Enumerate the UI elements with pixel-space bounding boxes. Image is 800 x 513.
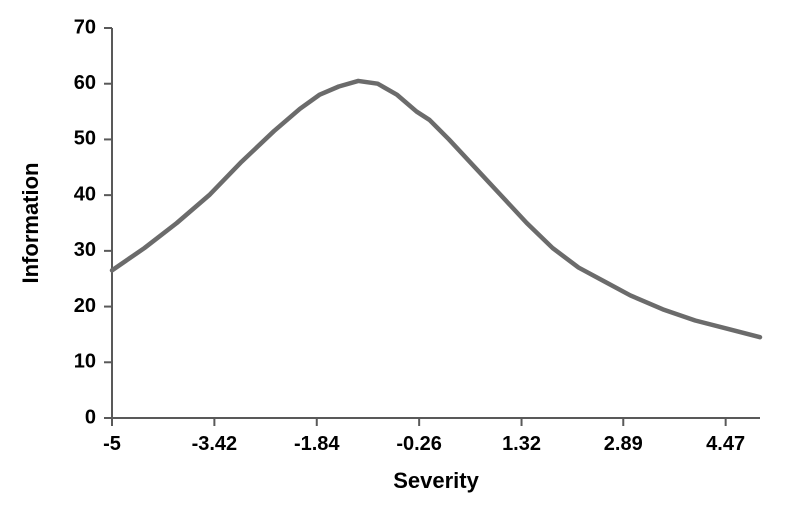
x-tick-label: 2.89 xyxy=(604,433,643,455)
y-tick-label: 10 xyxy=(74,351,96,373)
x-tick-label: -5 xyxy=(103,433,121,455)
y-tick-label: 20 xyxy=(74,295,96,317)
chart-svg: 0 10 20 30 40 50 60 70 -5 -3.42 -1.84 -0.26 1.32 2.89… xyxy=(0,0,800,513)
y-tick-label: 60 xyxy=(74,72,96,94)
y-tick-label: 70 xyxy=(74,16,96,38)
x-tick-label: -1.84 xyxy=(294,433,340,455)
y-tick-label: 0 xyxy=(85,406,96,428)
y-tick-label: 40 xyxy=(74,183,96,205)
y-axis-label: Information xyxy=(18,163,43,284)
x-axis-label: Severity xyxy=(393,468,479,493)
y-tick-label: 50 xyxy=(74,128,96,150)
x-tick-label: 1.32 xyxy=(502,433,541,455)
y-tick-label: 30 xyxy=(74,239,96,261)
x-tick-label: -0.26 xyxy=(396,433,442,455)
x-tick-label: 4.47 xyxy=(706,433,745,455)
information-chart: 0 10 20 30 40 50 60 70 -5 -3.42 -1.84 -0.26 1.32 2.89… xyxy=(0,0,800,513)
x-tick-label: -3.42 xyxy=(192,433,238,455)
